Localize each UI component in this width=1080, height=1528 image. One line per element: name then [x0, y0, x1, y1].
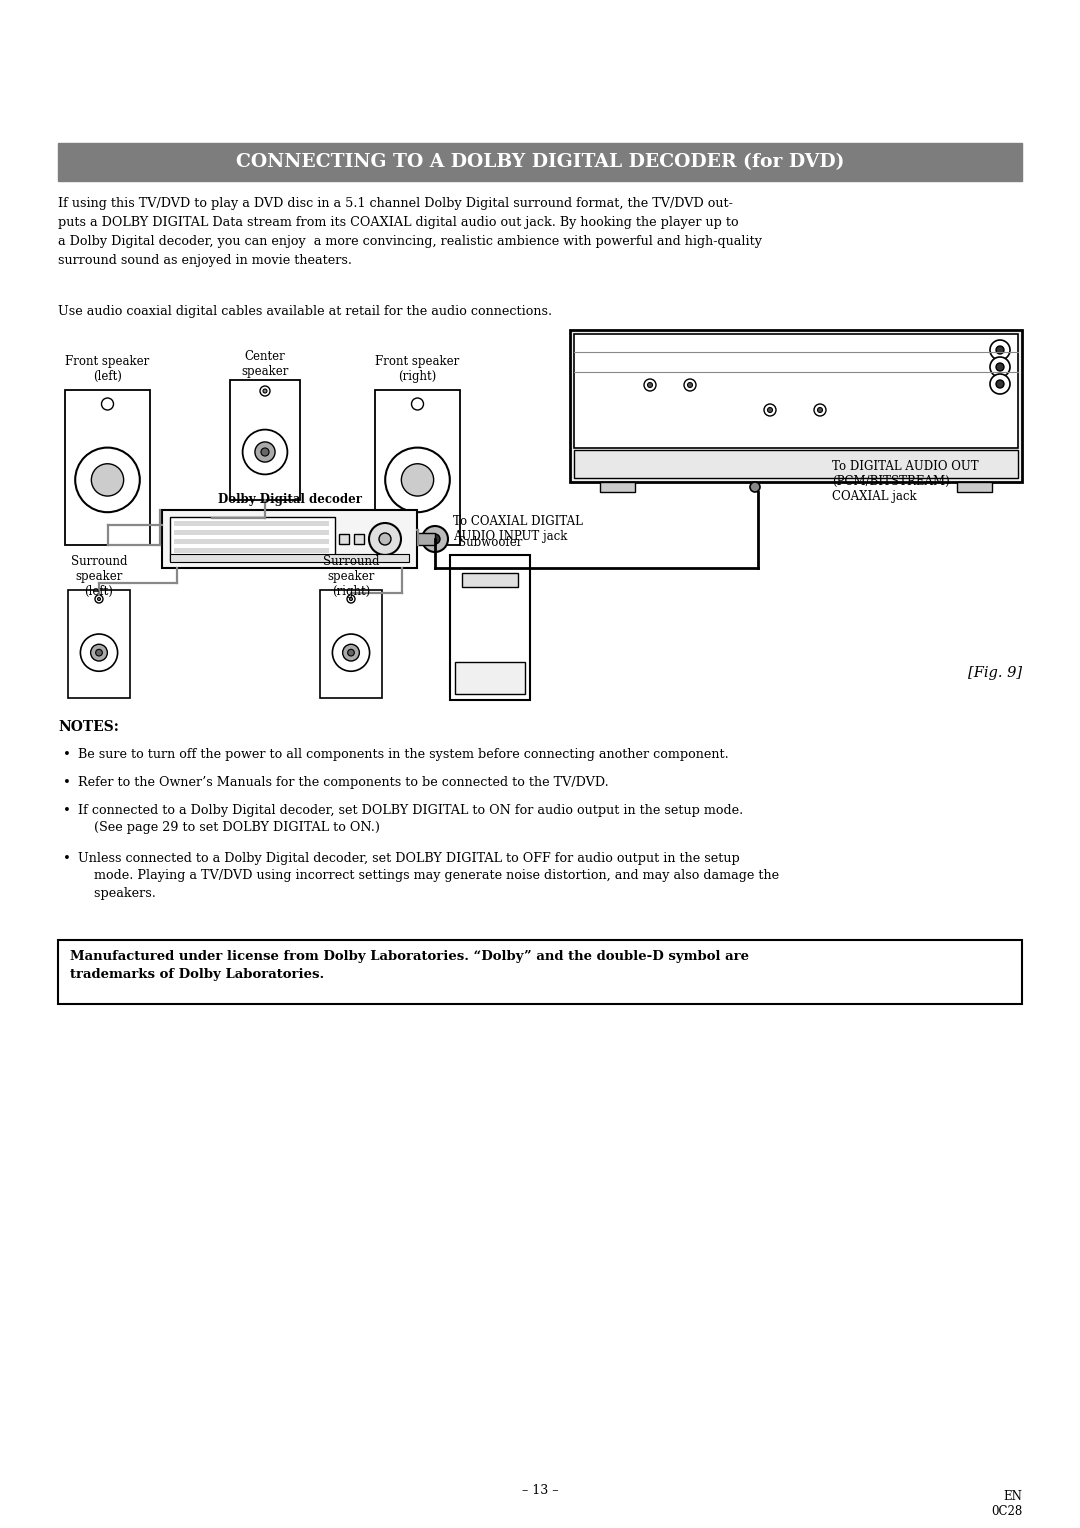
Text: Use audio coaxial digital cables available at retail for the audio connections.: Use audio coaxial digital cables availab…: [58, 306, 552, 318]
Bar: [320, 590, 382, 698]
Circle shape: [990, 341, 1010, 361]
Text: Unless connected to a Dolby Digital decoder, set DOLBY DIGITAL to OFF for audio : Unless connected to a Dolby Digital deco…: [78, 853, 779, 900]
Circle shape: [102, 397, 113, 410]
Circle shape: [92, 465, 123, 497]
Bar: [170, 516, 335, 561]
Text: •: •: [63, 853, 71, 865]
Circle shape: [402, 465, 434, 497]
Bar: [68, 590, 130, 698]
Bar: [162, 510, 417, 568]
Text: •: •: [63, 776, 71, 788]
Bar: [174, 549, 329, 553]
Bar: [58, 144, 1022, 180]
Text: – 13 –: – 13 –: [522, 1484, 558, 1497]
Text: Dolby Digital decoder: Dolby Digital decoder: [217, 494, 362, 506]
Text: Surround
speaker
(left): Surround speaker (left): [71, 555, 127, 597]
Text: •: •: [63, 749, 71, 761]
Circle shape: [990, 374, 1010, 394]
Circle shape: [261, 448, 269, 455]
Circle shape: [648, 382, 652, 388]
Circle shape: [264, 390, 267, 393]
Text: EN
0C28: EN 0C28: [990, 1490, 1022, 1517]
Circle shape: [96, 649, 103, 656]
Text: Front speaker
(left): Front speaker (left): [66, 354, 150, 384]
Bar: [174, 521, 329, 526]
Circle shape: [768, 408, 772, 413]
Circle shape: [91, 645, 107, 662]
Text: If using this TV/DVD to play a DVD disc in a 5.1 channel Dolby Digital surround : If using this TV/DVD to play a DVD disc …: [58, 197, 762, 267]
Text: NOTES:: NOTES:: [58, 720, 119, 733]
Circle shape: [369, 523, 401, 555]
Bar: [455, 662, 525, 694]
Bar: [573, 451, 1018, 478]
Circle shape: [764, 403, 777, 416]
Bar: [65, 390, 150, 545]
Circle shape: [996, 380, 1004, 388]
Circle shape: [260, 387, 270, 396]
Text: If connected to a Dolby Digital decoder, set DOLBY DIGITAL to ON for audio outpu: If connected to a Dolby Digital decoder,…: [78, 804, 743, 834]
Bar: [174, 530, 329, 535]
Text: [Fig. 9]: [Fig. 9]: [968, 666, 1022, 680]
Circle shape: [422, 526, 448, 552]
Circle shape: [688, 382, 692, 388]
Bar: [170, 555, 409, 562]
Circle shape: [644, 379, 656, 391]
Bar: [600, 481, 635, 492]
Bar: [230, 380, 300, 500]
Circle shape: [411, 397, 423, 410]
Circle shape: [990, 358, 1010, 377]
Text: •: •: [63, 804, 71, 817]
Circle shape: [350, 597, 352, 601]
Circle shape: [996, 345, 1004, 354]
Bar: [462, 573, 518, 587]
Circle shape: [95, 594, 103, 604]
Bar: [570, 330, 1022, 481]
Circle shape: [430, 533, 440, 544]
Circle shape: [243, 429, 287, 474]
Circle shape: [348, 649, 354, 656]
Circle shape: [333, 634, 369, 671]
Text: Subwoofer: Subwoofer: [458, 536, 523, 549]
Circle shape: [80, 634, 118, 671]
Bar: [58, 940, 1022, 1004]
Bar: [573, 335, 1018, 448]
Text: Surround
speaker
(right): Surround speaker (right): [323, 555, 379, 597]
Circle shape: [76, 448, 139, 512]
Bar: [450, 555, 530, 700]
Bar: [339, 533, 349, 544]
Text: Be sure to turn off the power to all components in the system before connecting : Be sure to turn off the power to all com…: [78, 749, 729, 761]
Circle shape: [255, 442, 275, 461]
Bar: [174, 539, 329, 544]
Bar: [375, 390, 460, 545]
Circle shape: [347, 594, 355, 604]
Text: Front speaker
(right): Front speaker (right): [376, 354, 460, 384]
Text: CONNECTING TO A DOLBY DIGITAL DECODER (for DVD): CONNECTING TO A DOLBY DIGITAL DECODER (f…: [235, 153, 845, 171]
Circle shape: [386, 448, 449, 512]
Circle shape: [379, 533, 391, 545]
Circle shape: [996, 364, 1004, 371]
Bar: [957, 481, 993, 492]
Circle shape: [97, 597, 100, 601]
Circle shape: [342, 645, 360, 662]
Bar: [417, 533, 435, 545]
Text: Refer to the Owner’s Manuals for the components to be connected to the TV/DVD.: Refer to the Owner’s Manuals for the com…: [78, 776, 609, 788]
Circle shape: [818, 408, 823, 413]
Bar: [354, 533, 364, 544]
Text: To COAXIAL DIGITAL
AUDIO INPUT jack: To COAXIAL DIGITAL AUDIO INPUT jack: [453, 515, 583, 542]
Circle shape: [814, 403, 826, 416]
Text: Center
speaker: Center speaker: [241, 350, 288, 377]
Circle shape: [684, 379, 696, 391]
Text: Manufactured under license from Dolby Laboratories. “Dolby” and the double-D sym: Manufactured under license from Dolby La…: [70, 950, 750, 981]
Text: To DIGITAL AUDIO OUT
(PCM/BITSTREAM)
COAXIAL jack: To DIGITAL AUDIO OUT (PCM/BITSTREAM) COA…: [832, 460, 978, 503]
Circle shape: [750, 481, 760, 492]
